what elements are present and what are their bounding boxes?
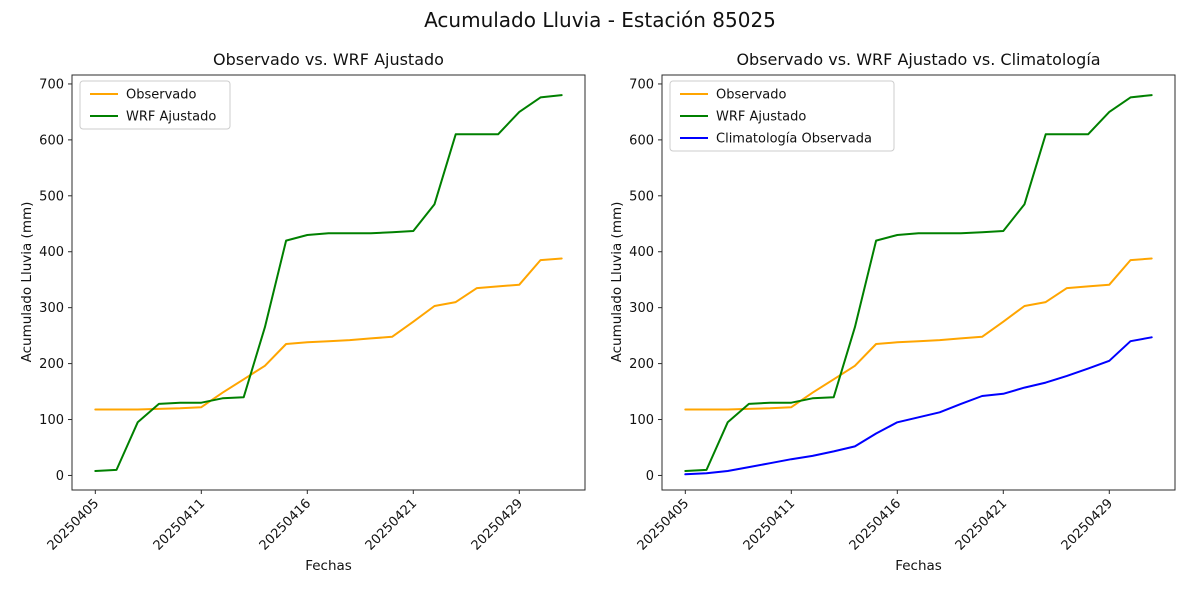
series-line-wrf-ajustado bbox=[684, 94, 1153, 472]
y-tick-label: 300 bbox=[629, 301, 654, 316]
subplot-0-xlabel: Fechas bbox=[305, 558, 352, 574]
legend: Observado WRF Ajustado Climatología Observ… bbox=[669, 80, 895, 152]
x-tick-label: 20250405 bbox=[635, 496, 692, 553]
subplot-1-xlabel: Fechas bbox=[895, 558, 942, 574]
legend-label-climatologia-observada: Climatología Observada bbox=[716, 132, 872, 147]
y-tick-label: 500 bbox=[39, 189, 64, 204]
subplot-0-title: Observado vs. WRF Ajustado bbox=[213, 50, 444, 69]
legend-label-wrf-ajustado: WRF Ajustado bbox=[126, 110, 216, 125]
series-line-climatologia-observada bbox=[684, 336, 1153, 476]
y-tick-label: 300 bbox=[39, 301, 64, 316]
x-tick-label: 20250416 bbox=[257, 496, 314, 553]
legend-label-wrf-ajustado: WRF Ajustado bbox=[716, 110, 806, 125]
x-tick-label: 20250411 bbox=[151, 496, 208, 553]
axes-spine bbox=[71, 74, 586, 491]
y-tick-label: 100 bbox=[629, 413, 654, 428]
series-line-observado bbox=[94, 257, 563, 411]
x-tick-label: 20250405 bbox=[45, 496, 102, 553]
y-tick-label: 100 bbox=[39, 413, 64, 428]
y-tick-label: 700 bbox=[629, 77, 654, 92]
y-tick-label: 0 bbox=[56, 469, 64, 484]
figure-title: Acumulado Lluvia - Estación 85025 bbox=[424, 8, 776, 32]
series-line-wrf-ajustado bbox=[94, 94, 563, 472]
legend-label-observado: Observado bbox=[126, 88, 197, 103]
y-tick-label: 0 bbox=[646, 469, 654, 484]
axes-spine bbox=[661, 74, 1176, 491]
x-tick-label: 20250416 bbox=[847, 496, 904, 553]
x-tick-label: 20250411 bbox=[741, 496, 798, 553]
legend-box bbox=[669, 80, 895, 152]
subplot-0: 0 100 200 300 400 500 600 700 20250405 20250411 20… bbox=[39, 74, 586, 554]
y-tick-label: 700 bbox=[39, 77, 64, 92]
y-tick-label: 500 bbox=[629, 189, 654, 204]
y-tick-label: 600 bbox=[39, 133, 64, 148]
legend-label-observado: Observado bbox=[716, 88, 787, 103]
subplot-1-title: Observado vs. WRF Ajustado vs. Climatolo… bbox=[736, 50, 1101, 69]
subplot-1-ylabel: Acumulado Lluvia (mm) bbox=[609, 201, 625, 363]
x-tick-label: 20250421 bbox=[953, 496, 1010, 553]
y-tick-label: 600 bbox=[629, 133, 654, 148]
series-line-observado bbox=[684, 257, 1153, 411]
subplot-0-ylabel: Acumulado Lluvia (mm) bbox=[19, 201, 35, 363]
subplot-1: 0 100 200 300 400 500 600 700 20250405 20250411 20… bbox=[629, 74, 1176, 554]
x-tick-label: 20250429 bbox=[1059, 496, 1116, 553]
y-tick-label: 200 bbox=[39, 357, 64, 372]
y-tick-label: 200 bbox=[629, 357, 654, 372]
x-tick-label: 20250429 bbox=[469, 496, 526, 553]
x-tick-label: 20250421 bbox=[363, 496, 420, 553]
legend: Observado WRF Ajustado bbox=[79, 80, 231, 130]
y-tick-label: 400 bbox=[629, 245, 654, 260]
y-tick-label: 400 bbox=[39, 245, 64, 260]
